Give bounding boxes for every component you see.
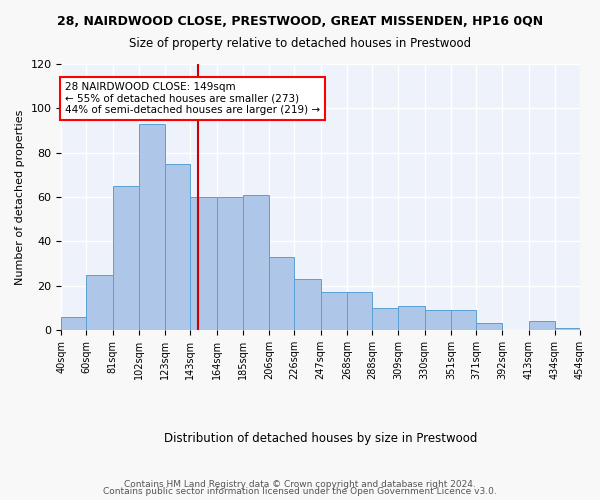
- Bar: [347, 292, 372, 330]
- Text: 28 NAIRDWOOD CLOSE: 149sqm
← 55% of detached houses are smaller (273)
44% of sem: 28 NAIRDWOOD CLOSE: 149sqm ← 55% of deta…: [65, 82, 320, 115]
- Y-axis label: Number of detached properties: Number of detached properties: [15, 110, 25, 285]
- Bar: [321, 292, 347, 330]
- Bar: [86, 274, 113, 330]
- Bar: [113, 186, 139, 330]
- Bar: [269, 257, 295, 330]
- Bar: [476, 324, 502, 330]
- Bar: [139, 124, 166, 330]
- Bar: [372, 308, 398, 330]
- Bar: [451, 310, 476, 330]
- Bar: [243, 195, 269, 330]
- Text: Size of property relative to detached houses in Prestwood: Size of property relative to detached ho…: [129, 38, 471, 51]
- Bar: [190, 197, 217, 330]
- Text: Contains HM Land Registry data © Crown copyright and database right 2024.: Contains HM Land Registry data © Crown c…: [124, 480, 476, 489]
- Text: 28, NAIRDWOOD CLOSE, PRESTWOOD, GREAT MISSENDEN, HP16 0QN: 28, NAIRDWOOD CLOSE, PRESTWOOD, GREAT MI…: [57, 15, 543, 28]
- Bar: [61, 317, 86, 330]
- Text: Contains public sector information licensed under the Open Government Licence v3: Contains public sector information licen…: [103, 488, 497, 496]
- Bar: [529, 322, 555, 330]
- Bar: [295, 279, 321, 330]
- X-axis label: Distribution of detached houses by size in Prestwood: Distribution of detached houses by size …: [164, 432, 478, 445]
- Bar: [166, 164, 190, 330]
- Bar: [425, 310, 451, 330]
- Bar: [217, 197, 243, 330]
- Bar: [398, 306, 425, 330]
- Bar: [555, 328, 580, 330]
